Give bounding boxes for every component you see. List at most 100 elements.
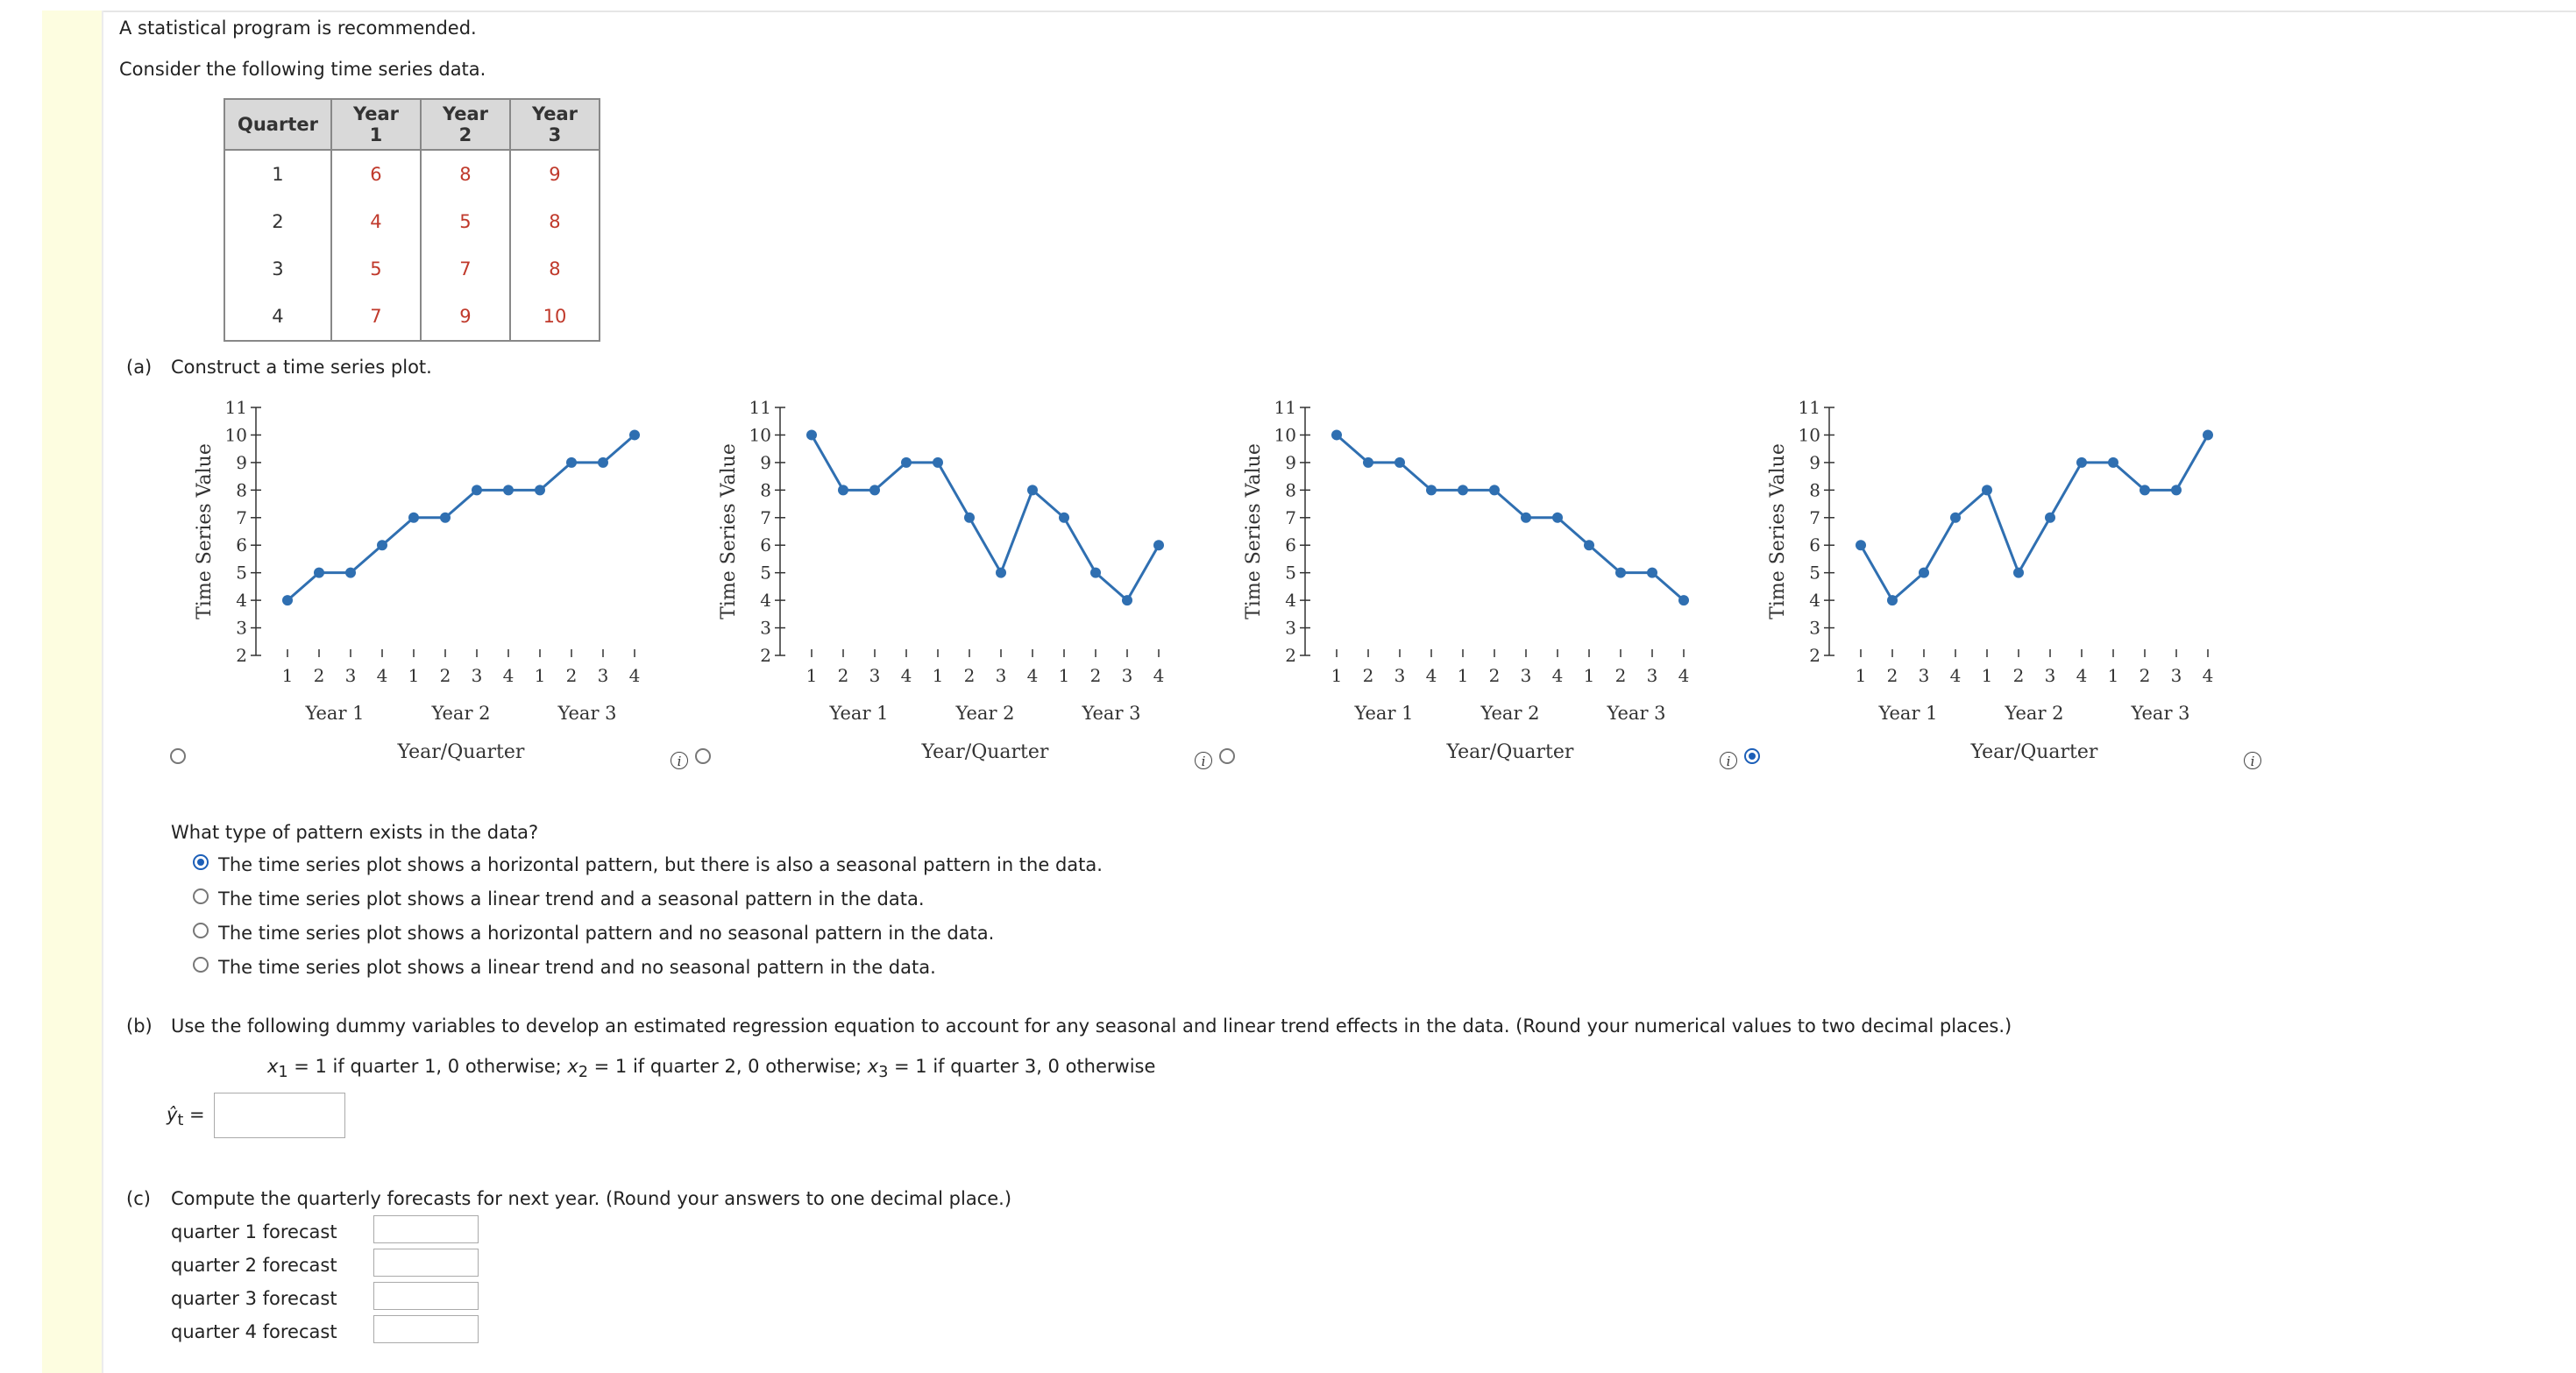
table-cell: 7 xyxy=(419,245,511,293)
x-tick-label: 1 xyxy=(1059,665,1070,686)
y-axis-label: Time Series Value xyxy=(1243,443,1265,619)
plot-radio-1[interactable] xyxy=(170,748,186,764)
data-point xyxy=(1856,540,1866,551)
x-tick-label: 3 xyxy=(869,665,881,686)
x1-subscript: 1 xyxy=(278,1064,288,1082)
x-axis-label: Year/Quarter xyxy=(1446,741,1574,763)
info-icon[interactable]: i xyxy=(2244,752,2261,769)
pattern-option-radio-2[interactable] xyxy=(193,888,209,904)
part-a-label: (a) xyxy=(126,357,153,378)
forecast-input-q2[interactable] xyxy=(373,1249,479,1277)
pattern-option-radio-4[interactable] xyxy=(193,957,209,973)
regression-equation-input[interactable] xyxy=(214,1093,345,1138)
y-tick-label: 5 xyxy=(1809,563,1820,584)
data-point xyxy=(345,567,356,578)
data-point xyxy=(901,456,912,468)
x2-subscript: 2 xyxy=(578,1064,588,1082)
x-tick-label: 2 xyxy=(1489,665,1501,686)
table-cell: 1 xyxy=(224,150,332,198)
table-row: 4 7 9 10 xyxy=(224,293,600,342)
year-label: Year 1 xyxy=(828,703,888,724)
plot-radio-4[interactable] xyxy=(1744,748,1760,764)
x-tick-label: 3 xyxy=(1394,665,1406,686)
pattern-option-radio-3[interactable] xyxy=(193,923,209,938)
plot-radio-3[interactable] xyxy=(1219,748,1235,764)
left-gutter xyxy=(42,11,103,1373)
x-tick-label: 2 xyxy=(566,665,578,686)
data-point xyxy=(2076,456,2087,468)
y-tick-label: 7 xyxy=(236,507,247,528)
forecast-input-q3[interactable] xyxy=(373,1282,479,1310)
year-label: Year 1 xyxy=(1353,703,1413,724)
info-icon[interactable]: i xyxy=(1720,752,1737,769)
y-tick-label: 3 xyxy=(236,618,247,639)
y-tick-label: 9 xyxy=(236,452,247,473)
x-tick-label: 1 xyxy=(1584,665,1595,686)
data-point xyxy=(2203,429,2213,441)
data-point xyxy=(1615,567,1626,578)
data-point xyxy=(1027,485,1038,496)
year-label: Year 1 xyxy=(304,703,364,724)
x-tick-label: 2 xyxy=(1615,665,1627,686)
x-tick-label: 3 xyxy=(598,665,609,686)
y-tick-label: 6 xyxy=(1809,534,1820,556)
x-tick-label: 2 xyxy=(964,665,976,686)
plot-radio-2[interactable] xyxy=(695,748,711,764)
info-icon[interactable]: i xyxy=(671,752,688,769)
y-axis-label: Time Series Value xyxy=(194,443,216,619)
x-tick-label: 2 xyxy=(1363,665,1374,686)
forecast-input-q1[interactable] xyxy=(373,1215,479,1243)
pattern-option-radio-1[interactable] xyxy=(193,854,209,870)
table-cell: 7 xyxy=(330,293,422,342)
data-point xyxy=(314,567,324,578)
y-tick-label: 7 xyxy=(1809,507,1820,528)
year-label: Year 3 xyxy=(557,703,616,724)
data-point xyxy=(2140,485,2150,496)
data-point xyxy=(2045,512,2055,523)
x-tick-label: 3 xyxy=(1919,665,1930,686)
y-tick-label: 5 xyxy=(760,563,771,584)
forecast-label-q2: quarter 2 forecast xyxy=(171,1255,337,1276)
table-header: Year 3 xyxy=(508,98,600,151)
data-point xyxy=(472,485,482,496)
table-row: 3 5 7 8 xyxy=(224,245,600,293)
top-border xyxy=(42,0,2576,12)
y-tick-label: 10 xyxy=(225,424,247,445)
dummy-variable-definitions: x1 = 1 if quarter 1, 0 otherwise; x2 = 1… xyxy=(267,1056,1155,1081)
info-icon[interactable]: i xyxy=(1195,752,1212,769)
x-tick-label: 2 xyxy=(1090,665,1102,686)
x-tick-label: 1 xyxy=(535,665,546,686)
forecast-label-q3: quarter 3 forecast xyxy=(171,1288,337,1309)
data-point xyxy=(838,485,848,496)
data-point xyxy=(535,485,545,496)
x-tick-label: 2 xyxy=(838,665,849,686)
pattern-option-3[interactable]: The time series plot shows a horizontal … xyxy=(218,923,995,944)
x-tick-label: 2 xyxy=(2013,665,2025,686)
x-tick-label: 1 xyxy=(1458,665,1469,686)
x-tick-label: 4 xyxy=(901,665,912,686)
x-tick-label: 4 xyxy=(629,665,641,686)
table-header: Quarter xyxy=(224,98,332,151)
y-tick-label: 9 xyxy=(760,452,771,473)
forecast-label-q1: quarter 1 forecast xyxy=(171,1221,337,1242)
data-point xyxy=(2171,485,2182,496)
y-axis-label: Time Series Value xyxy=(1767,443,1789,619)
y-tick-label: 6 xyxy=(1285,534,1296,556)
forecast-input-q4[interactable] xyxy=(373,1315,479,1343)
y-tick-label: 7 xyxy=(1285,507,1296,528)
pattern-option-2[interactable]: The time series plot shows a linear tren… xyxy=(218,888,925,909)
y-tick-label: 11 xyxy=(1799,397,1820,418)
data-point xyxy=(1982,485,1992,496)
pattern-option-4[interactable]: The time series plot shows a linear tren… xyxy=(218,957,936,978)
y-tick-label: 7 xyxy=(760,507,771,528)
data-point xyxy=(1090,567,1101,578)
table-header: Year 2 xyxy=(419,98,511,151)
x-axis-label: Year/Quarter xyxy=(397,741,525,763)
y-tick-label: 8 xyxy=(1285,479,1296,500)
x-tick-label: 4 xyxy=(1027,665,1039,686)
data-point xyxy=(933,456,943,468)
pattern-option-1[interactable]: The time series plot shows a horizontal … xyxy=(218,854,1103,875)
x-tick-label: 2 xyxy=(1887,665,1898,686)
